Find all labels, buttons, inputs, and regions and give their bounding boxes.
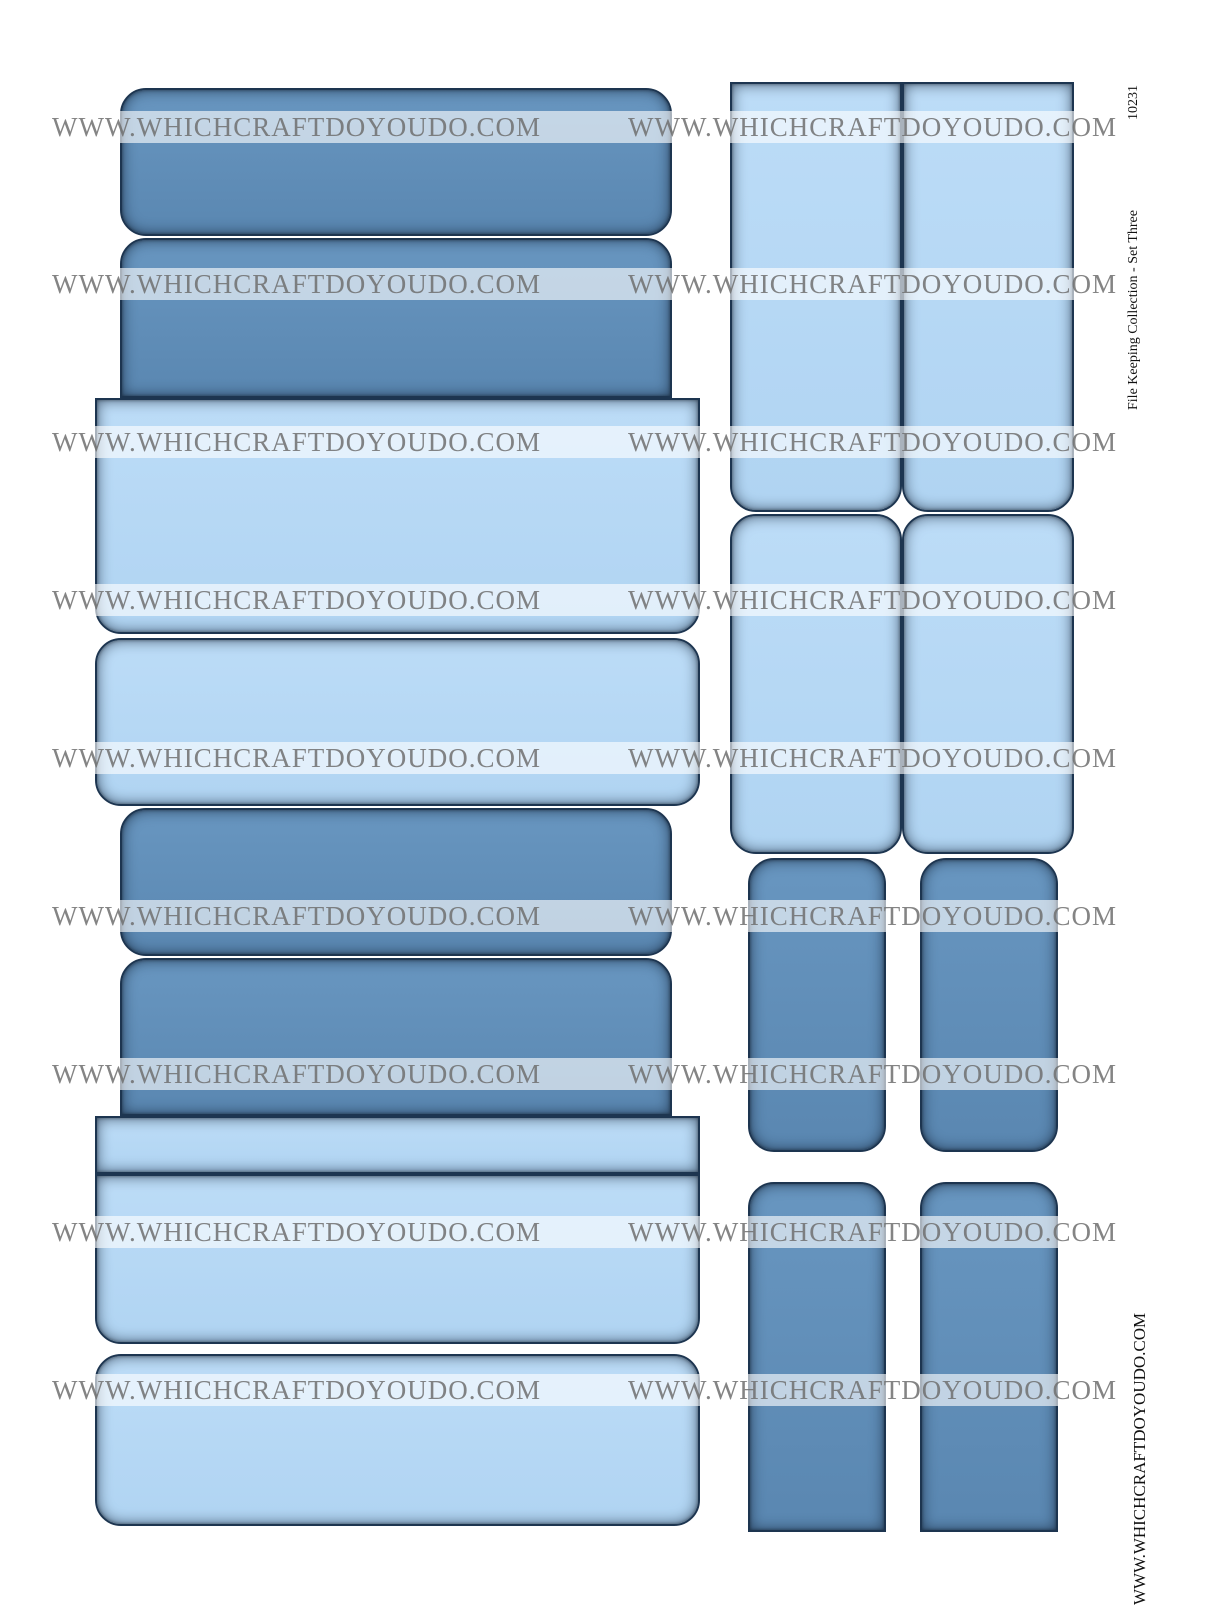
collection-title: File Keeping Collection - Set Three [1126, 210, 1141, 410]
tab-dark-2 [120, 238, 672, 398]
watermark-text: WWW.WHICHCRAFTDOYOUDO.COM [628, 1375, 1117, 1405]
watermark-text: WWW.WHICHCRAFTDOYOUDO.COM [628, 427, 1117, 457]
tab-dark-3 [120, 808, 672, 956]
watermark-band [0, 742, 1214, 774]
watermark-text: WWW.WHICHCRAFTDOYOUDO.COM [52, 269, 541, 299]
watermark-text: WWW.WHICHCRAFTDOYOUDO.COM [52, 585, 541, 615]
product-code: 10231 [1126, 85, 1141, 120]
watermark-text: WWW.WHICHCRAFTDOYOUDO.COM [52, 901, 541, 931]
watermark-text: WWW.WHICHCRAFTDOYOUDO.COM [628, 112, 1117, 142]
watermark-band [0, 584, 1214, 616]
watermark-text: WWW.WHICHCRAFTDOYOUDO.COM [628, 269, 1117, 299]
watermark-text: WWW.WHICHCRAFTDOYOUDO.COM [52, 1059, 541, 1089]
watermark-text: WWW.WHICHCRAFTDOYOUDO.COM [628, 1217, 1117, 1247]
watermark-band [0, 1374, 1214, 1406]
watermark-text: WWW.WHICHCRAFTDOYOUDO.COM [52, 1375, 541, 1405]
watermark-text: WWW.WHICHCRAFTDOYOUDO.COM [628, 1059, 1117, 1089]
watermark-band [0, 1216, 1214, 1248]
watermark-text: WWW.WHICHCRAFTDOYOUDO.COM [52, 743, 541, 773]
watermark-text: WWW.WHICHCRAFTDOYOUDO.COM [52, 427, 541, 457]
tab-light-3 [95, 1116, 700, 1174]
watermark-band [0, 900, 1214, 932]
tab-vertical-light-3 [730, 514, 902, 854]
watermark-text: WWW.WHICHCRAFTDOYOUDO.COM [52, 1217, 541, 1247]
watermark-band [0, 426, 1214, 458]
watermark-band [0, 268, 1214, 300]
watermark-text: WWW.WHICHCRAFTDOYOUDO.COM [628, 743, 1117, 773]
tab-light-4 [95, 1174, 700, 1344]
tab-vertical-light-4 [902, 514, 1074, 854]
footer-url: WWW.WHICHCRAFTDOYOUDO.COM [1130, 1312, 1149, 1605]
watermark-band [0, 111, 1214, 143]
watermark-text: WWW.WHICHCRAFTDOYOUDO.COM [628, 585, 1117, 615]
watermark-text: WWW.WHICHCRAFTDOYOUDO.COM [628, 901, 1117, 931]
tab-dark-4 [120, 958, 672, 1116]
watermark-text: WWW.WHICHCRAFTDOYOUDO.COM [52, 112, 541, 142]
tab-light-2 [95, 638, 700, 806]
watermark-band [0, 1058, 1214, 1090]
